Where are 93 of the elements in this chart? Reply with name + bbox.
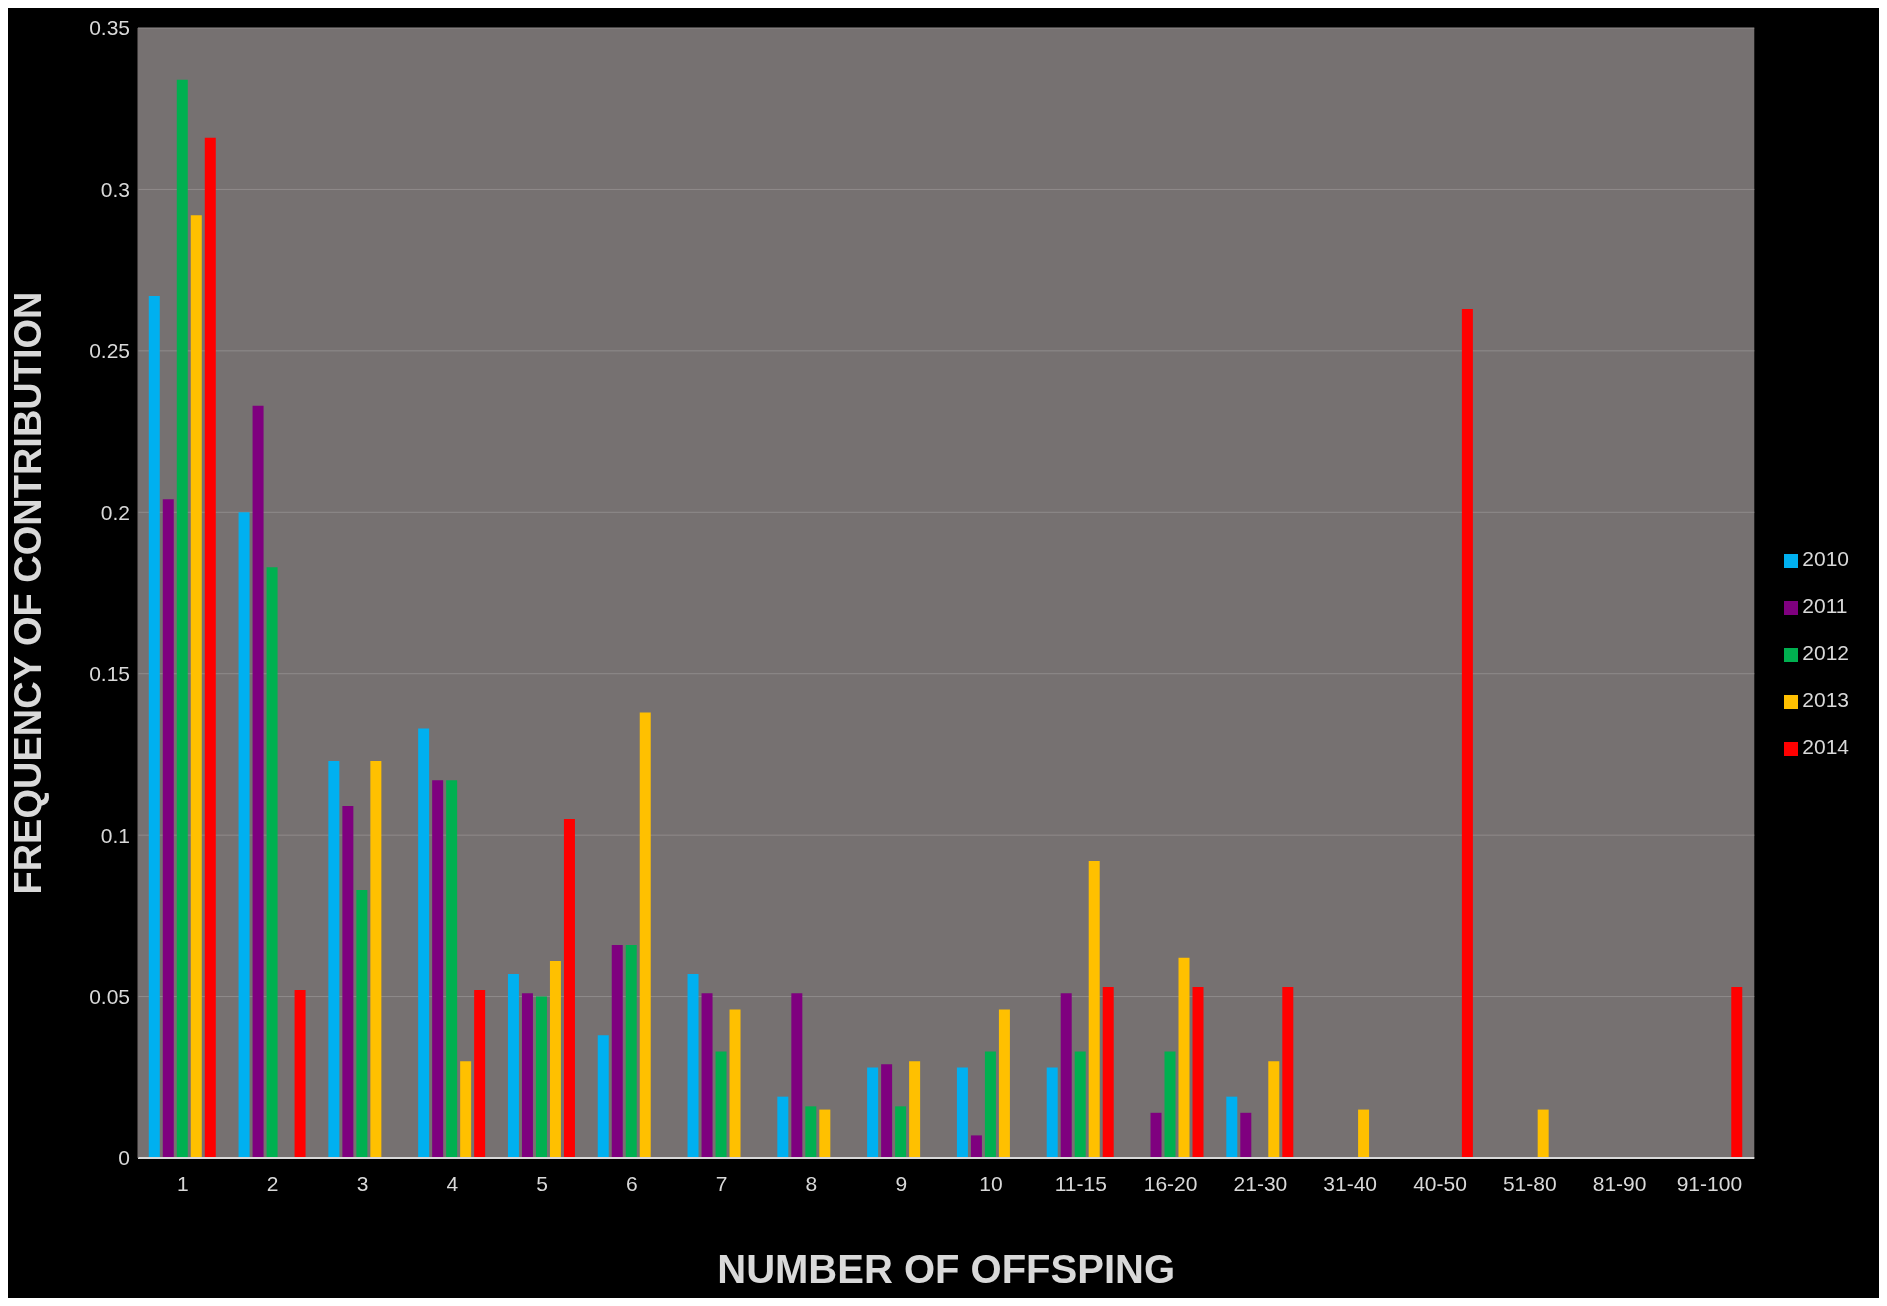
bar [432,780,444,1158]
bar [597,1035,609,1158]
bar [252,405,264,1158]
x-tick-label: 11-15 [1054,1171,1107,1195]
legend-label: 2010 [1802,546,1849,570]
bar [1282,986,1294,1158]
y-tick-label: 0.2 [100,500,130,524]
bar [176,79,188,1158]
bar [1164,1051,1176,1158]
bar [819,1109,831,1158]
bar [1074,1051,1086,1158]
bar [611,944,623,1158]
x-tick-label: 81-90 [1592,1171,1647,1195]
bar [881,1064,893,1158]
bar [1226,1096,1238,1158]
bar [1268,1061,1280,1158]
bar [984,1051,996,1158]
bar [998,1009,1010,1158]
x-tick-label: 6 [626,1171,638,1195]
x-tick-label: 51-80 [1502,1171,1557,1195]
legend-label: 2013 [1802,687,1849,711]
x-tick-label: 1 [177,1171,189,1195]
bar [148,295,160,1158]
bar [701,993,713,1158]
bar [356,890,368,1158]
y-axis-title: FREQUENCY OF CONTRIBUTION [7,291,50,895]
bar [867,1067,879,1158]
bar [460,1061,472,1158]
x-tick-label: 31-40 [1323,1171,1378,1195]
y-tick-label: 0.3 [100,177,130,201]
bar [895,1106,907,1158]
x-tick-label: 9 [895,1171,908,1195]
bar [521,993,533,1158]
bar [1060,993,1072,1158]
bar [446,780,458,1158]
bar [535,996,547,1158]
bar [956,1067,968,1158]
y-tick-label: 0.15 [89,662,130,686]
bar [625,944,637,1158]
y-tick-label: 0 [118,1146,130,1170]
bar [1731,986,1743,1158]
bar [563,819,575,1158]
bar [1102,986,1114,1158]
x-tick-label: 16-20 [1143,1171,1198,1195]
bar [1240,1112,1252,1158]
bar [777,1096,789,1158]
bar [687,973,699,1158]
bar [791,993,803,1158]
bar [639,712,651,1158]
x-tick-label: 91-100 [1676,1171,1743,1195]
bar [1046,1067,1058,1158]
bar [190,215,202,1158]
bar [342,806,354,1158]
legend-label: 2011 [1802,593,1848,617]
bar [1088,860,1100,1158]
bar [162,499,174,1158]
y-tick-label: 0.05 [89,985,130,1009]
bar [970,1135,982,1158]
bar [238,512,250,1158]
y-tick-label: 0.25 [89,339,130,363]
x-tick-label: 21-30 [1233,1171,1288,1195]
bar [1192,986,1204,1158]
bar [294,990,306,1158]
bar [729,1009,741,1158]
bar [1150,1112,1162,1158]
bar [1358,1109,1370,1158]
bar [507,973,519,1158]
bar [370,760,382,1158]
y-tick-label: 0.35 [89,16,130,40]
bar [805,1106,817,1158]
x-tick-label: 40-50 [1413,1171,1467,1195]
bar [715,1051,727,1158]
x-axis-title: NUMBER OF OFFSPING [717,1247,1176,1291]
bar [328,760,340,1158]
bar [418,728,430,1158]
y-tick-label: 0.1 [100,823,130,847]
x-tick-label: 7 [715,1171,728,1195]
bar [1537,1109,1549,1158]
x-tick-label: 3 [356,1171,369,1195]
bar [909,1061,921,1158]
legend-label: 2014 [1802,734,1849,758]
bar [474,990,486,1158]
x-tick-label: 2 [266,1171,279,1195]
x-tick-label: 5 [536,1171,548,1195]
x-tick-label: 8 [805,1171,818,1195]
legend-label: 2012 [1802,640,1849,664]
x-tick-label: 10 [979,1171,1003,1195]
bar [1461,308,1473,1158]
bar [266,567,278,1158]
bar [204,137,216,1158]
bar [549,961,561,1158]
bar [1178,957,1190,1158]
x-tick-label: 4 [446,1171,459,1195]
